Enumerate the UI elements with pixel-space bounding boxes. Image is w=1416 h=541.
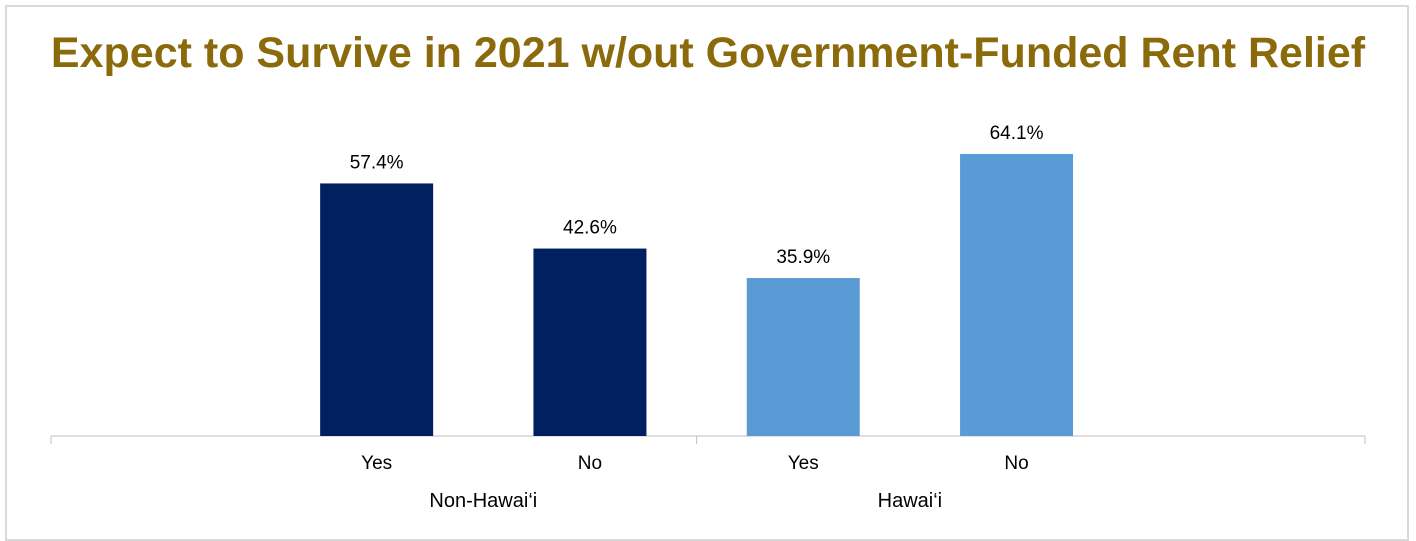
bar xyxy=(960,153,1074,436)
x-tick-label: No xyxy=(1004,453,1028,474)
chart-frame xyxy=(5,5,1409,541)
bar xyxy=(746,278,860,436)
group-label: Non-Hawai‘i xyxy=(429,490,537,512)
bar xyxy=(533,248,647,436)
bar xyxy=(320,183,434,436)
x-tick-label: Yes xyxy=(788,453,819,474)
data-label: 57.4% xyxy=(350,152,404,173)
x-tick-label: Yes xyxy=(361,453,392,474)
x-tick-label: No xyxy=(578,453,602,474)
data-label: 35.9% xyxy=(776,247,830,268)
data-label: 42.6% xyxy=(563,218,617,239)
group-label: Hawai‘i xyxy=(878,490,942,512)
data-label: 64.1% xyxy=(990,123,1044,144)
chart-title: Expect to Survive in 2021 w/out Governme… xyxy=(50,29,1366,77)
